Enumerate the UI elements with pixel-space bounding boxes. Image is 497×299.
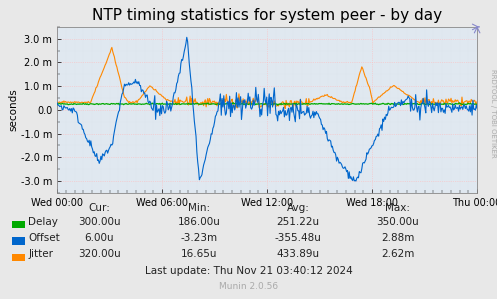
Text: Offset: Offset (28, 233, 60, 243)
Text: 186.00u: 186.00u (177, 216, 220, 227)
Text: 300.00u: 300.00u (78, 216, 121, 227)
Text: RRDTOOL / TOBI OETIKER: RRDTOOL / TOBI OETIKER (490, 69, 496, 158)
Text: Jitter: Jitter (28, 249, 53, 260)
Text: -3.23m: -3.23m (180, 233, 217, 243)
Text: Delay: Delay (28, 216, 58, 227)
Text: Max:: Max: (385, 203, 410, 213)
Text: 2.62m: 2.62m (381, 249, 414, 260)
Text: 16.65u: 16.65u (180, 249, 217, 260)
Text: 6.00u: 6.00u (84, 233, 114, 243)
Text: 320.00u: 320.00u (78, 249, 121, 260)
Text: Cur:: Cur: (88, 203, 110, 213)
Text: Avg:: Avg: (287, 203, 310, 213)
Title: NTP timing statistics for system peer - by day: NTP timing statistics for system peer - … (92, 8, 442, 23)
Text: -355.48u: -355.48u (275, 233, 322, 243)
Text: Last update: Thu Nov 21 03:40:12 2024: Last update: Thu Nov 21 03:40:12 2024 (145, 266, 352, 277)
Text: Min:: Min: (188, 203, 210, 213)
Text: 251.22u: 251.22u (277, 216, 320, 227)
Text: 433.89u: 433.89u (277, 249, 320, 260)
Text: 350.00u: 350.00u (376, 216, 419, 227)
Text: Munin 2.0.56: Munin 2.0.56 (219, 283, 278, 292)
Y-axis label: seconds: seconds (8, 89, 18, 131)
Text: 2.88m: 2.88m (381, 233, 414, 243)
